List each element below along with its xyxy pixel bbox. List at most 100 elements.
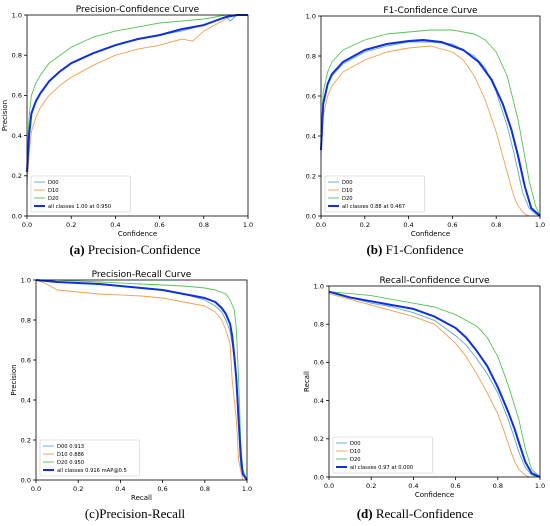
y-tick-label: 0.2: [12, 172, 22, 180]
series-line-d00: [328, 291, 541, 478]
caption-c-text: Precision-Recall: [99, 506, 186, 521]
x-tick-label: 0.8: [491, 221, 501, 229]
chart-title: F1-Confidence Curve: [383, 6, 478, 16]
series-line-d20: [26, 14, 248, 156]
x-tick-label: 0.4: [408, 482, 418, 490]
legend-label: D00: [350, 441, 361, 447]
x-tick-label: 0.0: [316, 221, 326, 229]
caption-d-text: Recall-Confidence: [372, 506, 474, 521]
caption-a-label: (a): [69, 242, 85, 257]
y-tick-label: 1.0: [306, 12, 316, 20]
y-tick-label: 0.2: [306, 172, 316, 180]
y-tick-label: 0.4: [12, 132, 22, 140]
plot-frame: [35, 279, 248, 481]
caption-a-text: Precision-Confidence: [84, 242, 201, 257]
x-tick-label: 0.2: [360, 221, 370, 229]
legend-label: D10: [350, 449, 361, 455]
y-tick-label: 0.6: [12, 92, 22, 100]
chart-title: Precision-Recall Curve: [92, 270, 192, 280]
x-tick-label: 0.6: [154, 221, 164, 229]
y-tick-label: 0.2: [314, 435, 324, 443]
x-tick-label: 0.0: [31, 485, 41, 493]
series-line-all: [35, 279, 248, 481]
legend-label: all classes 0.88 at 0.467: [342, 204, 405, 210]
series-line-all: [320, 39, 541, 217]
legend-label: D00 0.913: [57, 444, 84, 450]
y-tick-label: 0.8: [306, 52, 316, 60]
caption-d: (d) Recall-Confidence: [280, 506, 550, 522]
y-tick-label: 0.4: [314, 397, 324, 405]
y-axis-label: Precision: [1, 100, 9, 131]
y-tick-label: 0.0: [314, 473, 324, 481]
y-tick-label: 0.2: [21, 436, 31, 444]
legend-label: all classes 0.97 at 0.000: [350, 465, 413, 471]
y-tick-label: 0.0: [12, 212, 22, 220]
x-tick-label: 0.8: [200, 485, 210, 493]
chart-title: Recall-Confidence Curve: [379, 276, 490, 286]
legend-label: D10: [48, 188, 59, 194]
x-tick-label: 0.0: [324, 482, 334, 490]
x-tick-label: 0.8: [493, 482, 503, 490]
legend-box: [30, 175, 131, 213]
y-tick-label: 0.8: [12, 52, 22, 60]
y-tick-label: 1.0: [21, 276, 31, 284]
legend-label: D00: [48, 180, 59, 186]
y-tick-label: 0.6: [21, 356, 31, 364]
caption-a: (a) Precision-Confidence: [0, 242, 270, 258]
x-tick-label: 0.0: [22, 221, 32, 229]
series-line-all: [328, 290, 541, 478]
y-tick-label: 0.4: [306, 132, 316, 140]
x-tick-label: 1.0: [535, 482, 545, 490]
chart-svg-f1-confidence: F1-Confidence Curve 0.0 0.2 0.4 0.6 0.8 1.0 0.0…: [306, 6, 546, 238]
x-tick-label: 0.2: [366, 482, 376, 490]
x-tick-label: 0.4: [403, 221, 413, 229]
legend-label: D20: [48, 196, 59, 202]
legend-box: [332, 436, 433, 474]
legend-box: [39, 439, 140, 477]
caption-d-label: (d): [356, 506, 373, 521]
legend-label: all classes 1.00 at 0.950: [48, 204, 111, 210]
series-line-d10: [26, 14, 248, 186]
chart-svg-recall-confidence: Recall-Confidence Curve 0.0 0.2 0.4 0.6 0.8 1.…: [303, 276, 545, 499]
legend-label: all classes 0.916 mAP@0.5: [57, 468, 127, 474]
x-axis-label: Confidence: [411, 230, 450, 238]
chart-f1-confidence: F1-Confidence Curve 0.0 0.2 0.4 0.6 0.8 1.0 0.0…: [280, 0, 550, 240]
series-line-d10: [328, 293, 530, 478]
legend-label: D10: [342, 188, 353, 194]
x-tick-label: 0.6: [450, 482, 460, 490]
y-tick-label: 0.0: [21, 476, 31, 484]
plot-frame: [26, 14, 249, 217]
y-tick-label: 1.0: [314, 282, 324, 290]
legend-label: D20 0.950: [57, 460, 84, 466]
x-axis-label: Confidence: [415, 491, 454, 499]
x-tick-label: 1.0: [242, 485, 252, 493]
y-tick-label: 1.0: [12, 11, 22, 19]
legend-label: D20: [350, 457, 361, 463]
series-line-d20: [36, 279, 248, 481]
y-tick-label: 0.8: [21, 316, 31, 324]
legend-label: D20: [342, 196, 353, 202]
x-tick-label: 0.2: [73, 485, 83, 493]
x-tick-label: 0.4: [115, 485, 125, 493]
x-tick-label: 1.0: [243, 221, 253, 229]
x-tick-label: 0.6: [447, 221, 457, 229]
y-tick-label: 0.8: [314, 321, 324, 329]
caption-b: (b) F1-Confidence: [280, 242, 550, 258]
caption-b-label: (b): [366, 242, 383, 257]
caption-c-label: (c): [84, 506, 100, 521]
plot-frame: [328, 285, 541, 478]
x-tick-label: 0.6: [157, 485, 167, 493]
chart-svg-precision-recall: Precision-Recall Curve 0.0 0.2 0.4 0.6 0.8 1.0…: [10, 270, 252, 502]
caption-c: (c)Precision-Recall: [0, 506, 270, 522]
legend-box: [324, 175, 425, 213]
y-axis-label: Precision: [10, 364, 18, 395]
x-axis-label: Confidence: [118, 230, 157, 238]
x-axis-label: Recall: [131, 494, 152, 502]
y-tick-label: 0.6: [314, 359, 324, 367]
y-tick-label: 0.0: [306, 212, 316, 220]
chart-precision-confidence: Precision-Confidence Curve 0.0 0.2 0.4 0.6 0.…: [0, 0, 275, 240]
x-tick-label: 0.2: [66, 221, 76, 229]
chart-svg-precision-confidence: Precision-Confidence Curve 0.0 0.2 0.4 0.6 0.…: [1, 5, 253, 238]
x-tick-label: 0.4: [110, 221, 120, 229]
series-line-d10: [320, 45, 530, 217]
